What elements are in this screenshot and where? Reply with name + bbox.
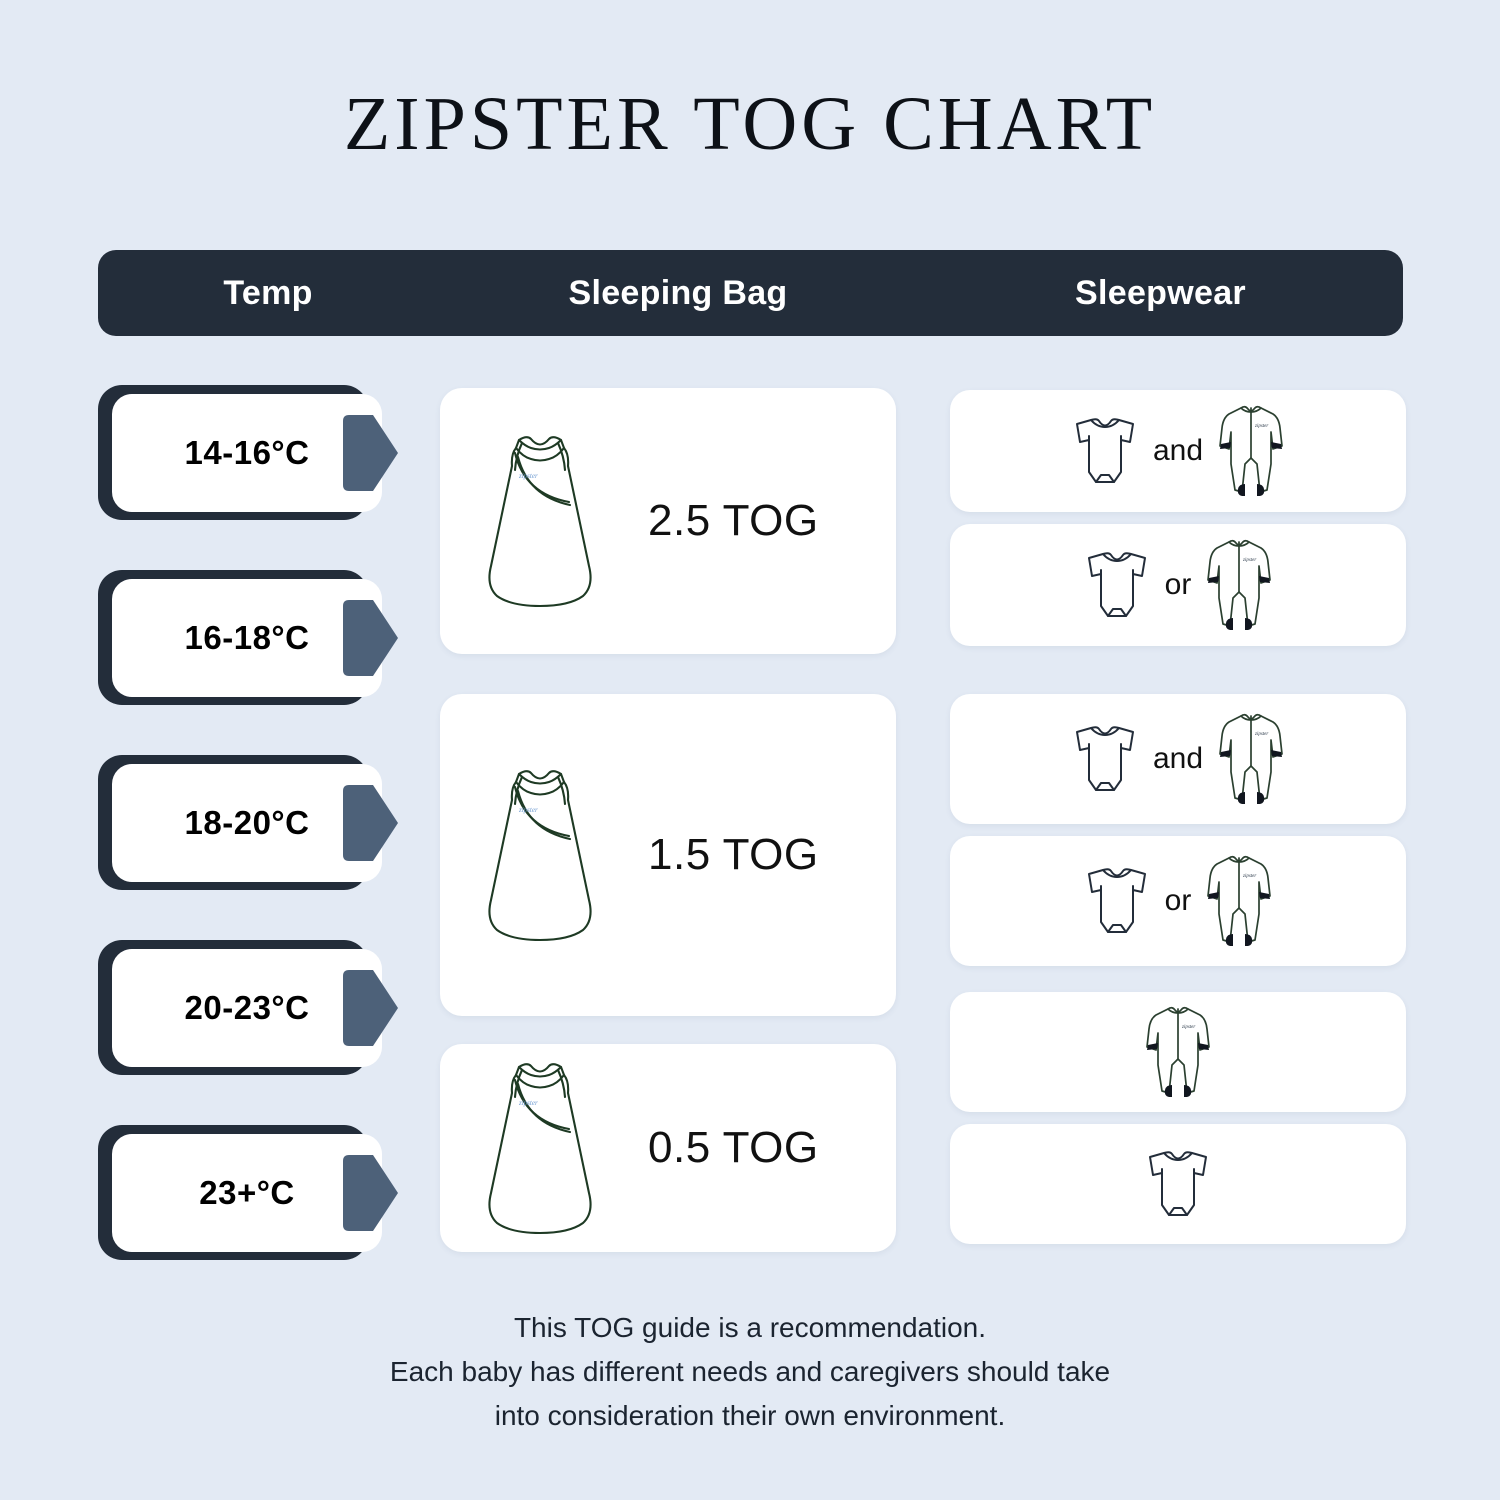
svg-text:zipster: zipster [518, 1099, 538, 1107]
sleepsuit-icon: zipster [1146, 1006, 1210, 1097]
spacer [440, 1016, 896, 1044]
sleeping-bag-icon: zipster [440, 1053, 640, 1243]
onesie-icon [1087, 868, 1146, 933]
arrow-right-icon [343, 600, 398, 676]
sleeping-bag-icon: zipster [440, 760, 640, 950]
sleeping-bag-icon: zipster [440, 426, 640, 616]
temperature-pill-1[interactable]: 16-18°C [112, 579, 382, 697]
sleepwear-card-4[interactable]: zipster [950, 992, 1406, 1112]
footer-line-3: into consideration their own environment… [494, 1400, 1006, 1431]
temperature-column: 14-16°C 16-18°C 18-20°C 20-23°C 23+°C [98, 385, 398, 1310]
header-temp: Temp [223, 273, 313, 312]
footer-line-1: This TOG guide is a recommendation. [513, 1312, 987, 1343]
footer-line-2: Each baby has different needs and caregi… [389, 1356, 1111, 1387]
conjunction-0: and [1152, 434, 1204, 467]
tog-value-1: 1.5 TOG [648, 830, 819, 879]
header-sleeping-bag: Sleeping Bag [568, 273, 788, 312]
svg-text:zipster: zipster [1242, 874, 1256, 879]
footer-note: This TOG guide is a recommendation. Each… [0, 1306, 1500, 1438]
sleepsuit-icon: zipster [1207, 539, 1272, 630]
sleepwear-card-0[interactable]: and zipster [950, 390, 1406, 512]
table-header-bar: Temp Sleeping Bag Sleepwear [98, 250, 1403, 336]
sleepwear-column: and zipster or [950, 390, 1406, 1244]
arrow-right-icon [343, 1155, 398, 1231]
temperature-pill-2[interactable]: 18-20°C [112, 764, 382, 882]
conjunction-1: or [1164, 568, 1192, 601]
tog-value-0: 2.5 TOG [648, 496, 819, 545]
onesie-icon [1075, 418, 1134, 483]
onesie-icon [1087, 552, 1146, 617]
sleepwear-card-3[interactable]: or zipster [950, 836, 1406, 966]
tog-value-2: 0.5 TOG [648, 1123, 819, 1172]
sleepsuit-icon: zipster [1207, 855, 1272, 946]
conjunction-3: or [1164, 884, 1192, 917]
spacer [950, 824, 1406, 836]
temperature-pill-0[interactable]: 14-16°C [112, 394, 382, 512]
arrow-right-icon [343, 785, 398, 861]
spacer [950, 966, 1406, 992]
sleeping-bag-card-2[interactable]: zipster 0.5 TOG [440, 1044, 896, 1252]
svg-text:zipster: zipster [518, 472, 538, 480]
conjunction-2: and [1152, 742, 1204, 775]
sleepwear-card-1[interactable]: or zipster [950, 524, 1406, 646]
sleeping-bag-card-1[interactable]: zipster 1.5 TOG [440, 694, 896, 1016]
spacer [950, 512, 1406, 524]
page-title: ZIPSTER TOG CHART [343, 82, 1157, 166]
spacer [950, 646, 1406, 694]
header-sleepwear: Sleepwear [1075, 273, 1246, 312]
svg-text:zipster: zipster [518, 806, 538, 814]
sleepsuit-icon: zipster [1219, 405, 1283, 496]
spacer [440, 654, 896, 694]
arrow-right-icon [343, 970, 398, 1046]
sleeping-bag-card-0[interactable]: zipster 2.5 TOG [440, 388, 896, 654]
sleeping-bag-column: zipster 2.5 TOG zipster 1.5 TOG [440, 388, 896, 1252]
sleepwear-card-5[interactable] [950, 1124, 1406, 1244]
onesie-icon [1075, 726, 1134, 791]
svg-text:zipster: zipster [1254, 732, 1268, 737]
svg-text:zipster: zipster [1242, 558, 1256, 563]
onesie-icon [1149, 1151, 1207, 1216]
spacer [950, 1112, 1406, 1124]
sleepwear-card-2[interactable]: and zipster [950, 694, 1406, 824]
temperature-row: 20-23°C [98, 940, 398, 1075]
temperature-row: 14-16°C [98, 385, 398, 520]
temperature-row: 18-20°C [98, 755, 398, 890]
temperature-pill-4[interactable]: 23+°C [112, 1134, 382, 1252]
arrow-right-icon [343, 415, 398, 491]
svg-text:zipster: zipster [1254, 424, 1268, 429]
sleepsuit-icon: zipster [1219, 713, 1283, 804]
svg-text:zipster: zipster [1181, 1025, 1195, 1030]
temperature-row: 23+°C [98, 1125, 398, 1260]
temperature-pill-3[interactable]: 20-23°C [112, 949, 382, 1067]
temperature-row: 16-18°C [98, 570, 398, 705]
